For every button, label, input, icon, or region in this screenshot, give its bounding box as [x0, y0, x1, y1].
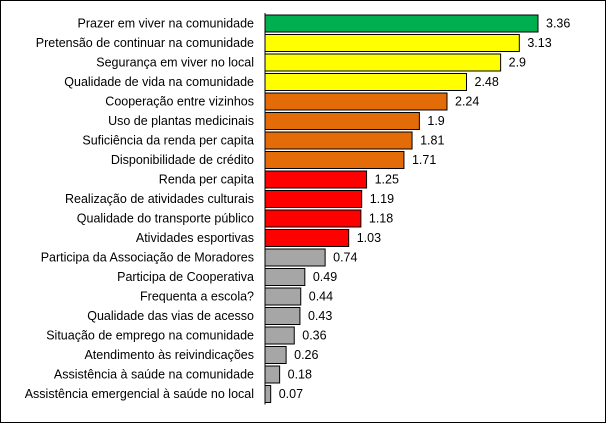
category-label: Realização de atividades culturais [65, 192, 254, 206]
value-label: 3.13 [527, 36, 551, 50]
bar [264, 346, 287, 364]
bar [264, 385, 272, 403]
category-label: Qualidade do transporte público [77, 212, 254, 226]
value-label: 1.19 [370, 192, 394, 206]
category-label: Atividades esportivas [136, 231, 254, 245]
value-label: 0.07 [279, 387, 303, 401]
value-label: 1.03 [357, 231, 381, 245]
value-label: 0.26 [294, 348, 318, 362]
category-label: Assistência à saúde na comunidade [54, 368, 254, 382]
category-label: Situação de emprego na comunidade [46, 329, 254, 343]
bar [264, 365, 281, 384]
bar [264, 151, 405, 169]
bar [264, 268, 306, 286]
bar [264, 326, 295, 345]
bar [264, 53, 502, 72]
category-label: Pretensão de continuar na comunidade [36, 36, 254, 50]
category-label: Uso de plantas medicinais [108, 114, 254, 128]
bar [264, 14, 539, 33]
bar [264, 34, 520, 52]
category-label: Atendimento às reivindicações [84, 348, 254, 362]
value-label: 2.9 [509, 56, 526, 70]
category-label: Cooperação entre vizinhos [105, 95, 254, 109]
value-label: 1.25 [375, 173, 399, 187]
category-label: Assistência emergencial à saúde no local [25, 387, 254, 401]
value-label: 1.18 [369, 212, 393, 226]
category-label: Participa da Associação de Moradores [41, 251, 254, 265]
bar [264, 248, 326, 267]
category-label: Segurança em viver no local [96, 56, 254, 70]
bar [264, 287, 302, 306]
bar [264, 73, 467, 91]
value-label: 1.71 [412, 153, 436, 167]
value-label: 0.74 [333, 251, 357, 265]
value-label: 0.18 [288, 368, 312, 382]
bar [264, 131, 413, 150]
value-label: 0.36 [302, 329, 326, 343]
category-label: Suficiência da renda per capita [82, 134, 254, 148]
value-label: 2.48 [475, 75, 499, 89]
bar [264, 209, 362, 228]
category-label: Participa de Cooperativa [117, 270, 254, 284]
value-label: 2.24 [455, 95, 479, 109]
category-label: Qualidade de vida na comunidade [64, 75, 254, 89]
bar [264, 112, 420, 130]
category-label: Renda per capita [159, 173, 254, 187]
value-label: 1.9 [427, 114, 444, 128]
category-label: Disponibilidade de crédito [111, 153, 254, 167]
category-label: Frequenta a escola? [140, 290, 254, 304]
value-label: 0.43 [308, 309, 332, 323]
value-label: 0.44 [309, 290, 333, 304]
bar [264, 190, 363, 208]
value-label: 3.36 [546, 17, 570, 31]
bar [264, 307, 301, 325]
value-label: 1.81 [420, 134, 444, 148]
category-label: Prazer em viver na comunidade [78, 17, 255, 31]
value-label: 0.49 [313, 270, 337, 284]
bar [264, 229, 350, 247]
category-label: Qualidade das vias de acesso [87, 309, 254, 323]
bar [264, 170, 368, 189]
bar [264, 92, 448, 111]
